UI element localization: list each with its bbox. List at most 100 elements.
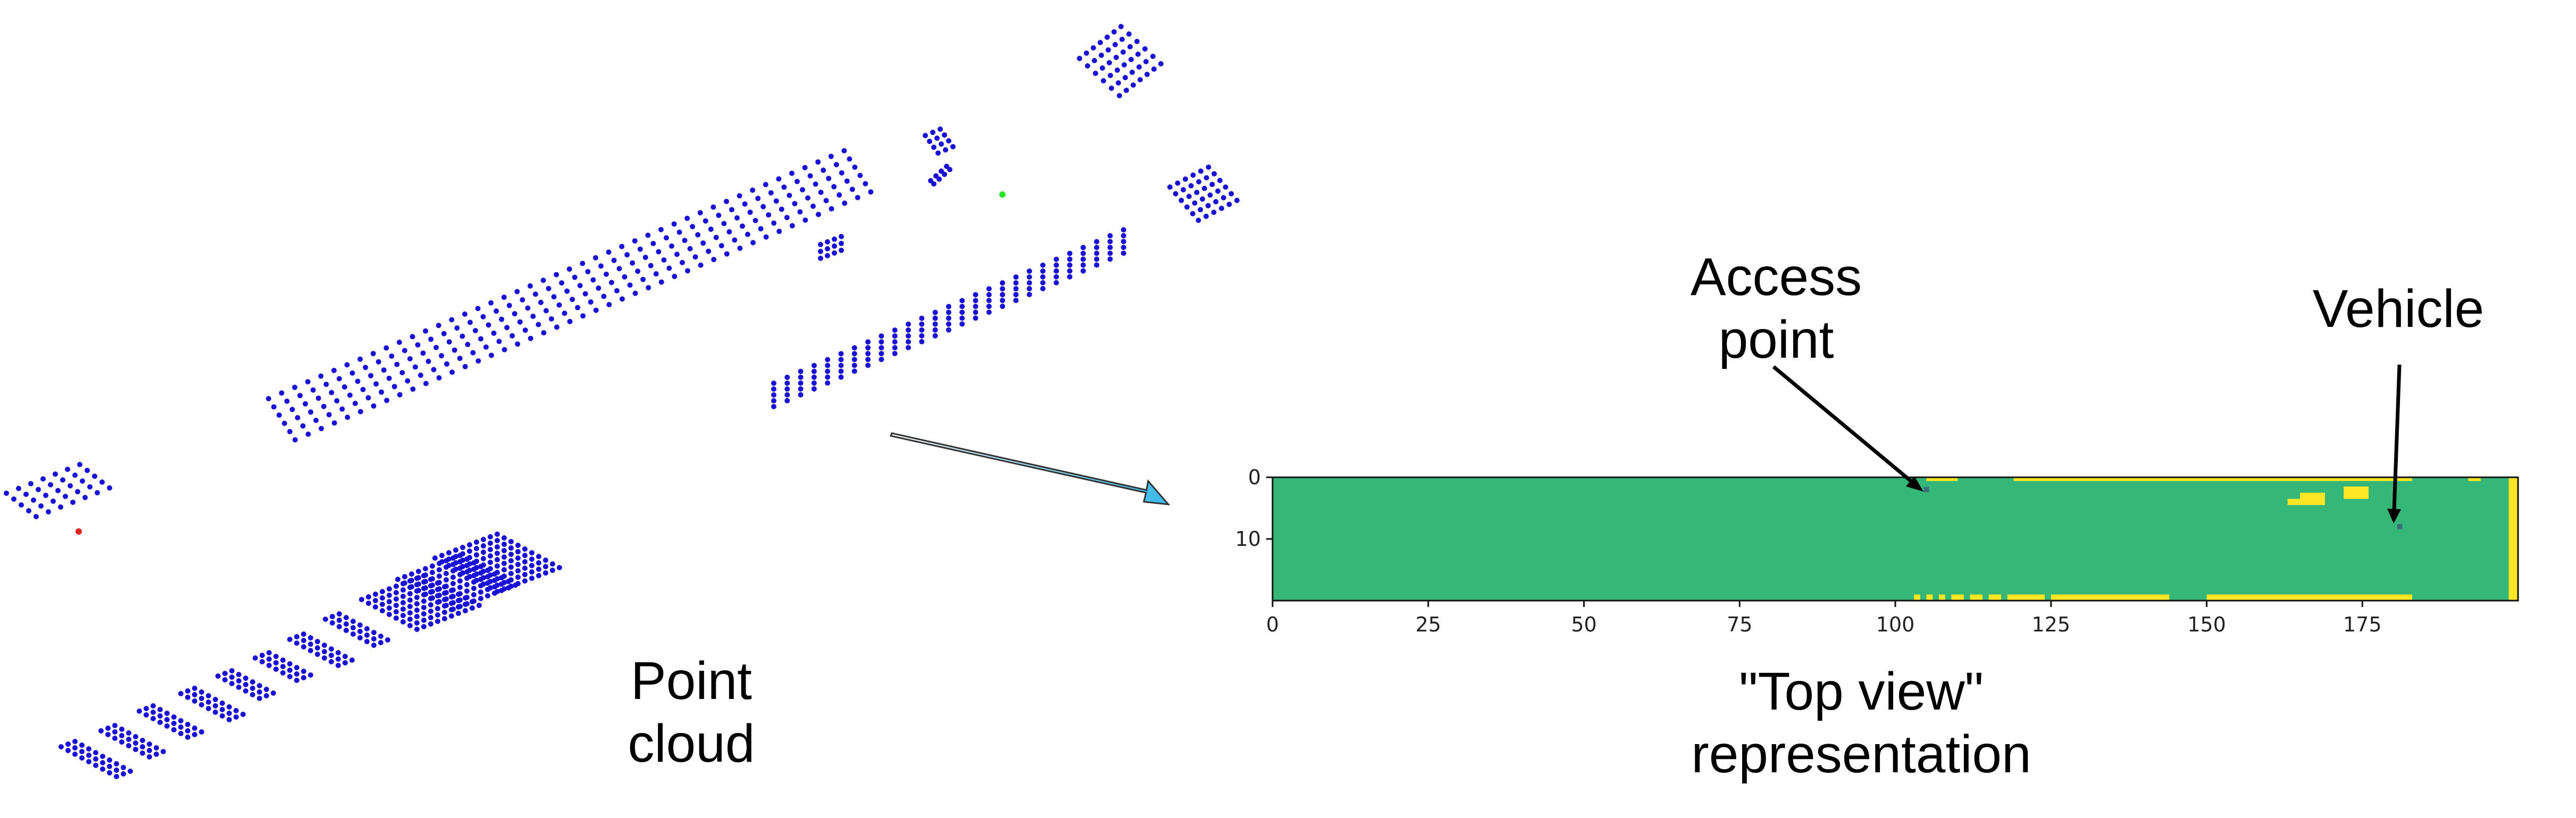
obstacle-cell [1951,594,1964,601]
point [435,619,440,624]
point [771,220,777,226]
point [446,556,451,562]
point [865,345,871,351]
point [798,392,804,398]
point [942,172,947,177]
point [543,308,549,314]
point [499,316,505,322]
point [892,339,898,345]
point [437,586,442,592]
point [355,378,361,384]
point [409,578,414,583]
point [946,315,951,321]
point [1094,244,1100,250]
point [407,604,413,609]
point [430,576,435,581]
point [838,362,844,368]
point [973,315,978,321]
point [564,288,570,294]
point [818,256,823,261]
point [771,386,776,392]
x-tick-label: 150 [2187,613,2226,636]
vehicle-label: Vehicle [2312,279,2485,339]
point [308,648,313,653]
access-point-cell [1923,487,1929,493]
roof-block-top [1077,24,1164,98]
point [474,559,479,564]
point [236,685,241,690]
small-block [818,234,844,261]
point [444,596,449,602]
point [394,590,399,595]
point [453,560,458,566]
point [831,184,837,190]
point [837,192,842,198]
x-tick-label: 50 [1571,613,1596,636]
point [481,537,486,542]
point [784,392,790,398]
point [345,415,350,420]
point [838,351,844,357]
point [465,342,471,348]
point [375,359,381,365]
point [700,240,706,246]
point [1126,31,1132,37]
point [1234,198,1240,203]
point [119,739,124,745]
point [400,613,406,618]
point [509,333,515,339]
point [1107,244,1113,250]
point [423,566,428,571]
point [832,250,837,256]
point [150,710,156,715]
point [1131,82,1136,88]
point [508,558,514,563]
point [959,315,965,321]
point [1084,50,1089,56]
access-point-label-line2: point [1718,310,1834,369]
point [315,395,321,401]
point [449,317,455,323]
point [512,311,517,317]
point [959,298,965,303]
point [525,305,531,311]
point [478,596,483,601]
point [387,605,392,611]
point [273,667,279,672]
point [157,707,163,712]
point [444,590,449,595]
point [236,678,241,684]
point [364,626,370,631]
point [939,141,944,147]
point [414,608,420,613]
point [959,321,965,327]
point [287,668,292,673]
point [19,502,24,508]
point [851,351,857,357]
point [243,676,248,681]
point [164,711,170,716]
point [36,487,41,492]
point [114,768,119,773]
point [1067,250,1073,256]
point [457,578,463,584]
point [68,483,73,488]
point [185,728,190,733]
point [1151,66,1157,72]
point [199,729,204,735]
point [79,755,85,761]
point [260,659,265,664]
point [695,232,701,238]
point [266,650,272,655]
point [439,353,445,359]
point [947,167,952,172]
point [787,192,792,198]
point [658,279,664,285]
point [609,280,614,285]
point [1040,274,1046,280]
point [240,712,246,717]
point [1195,217,1201,223]
point [206,693,211,698]
point [432,555,438,561]
point [529,563,534,568]
